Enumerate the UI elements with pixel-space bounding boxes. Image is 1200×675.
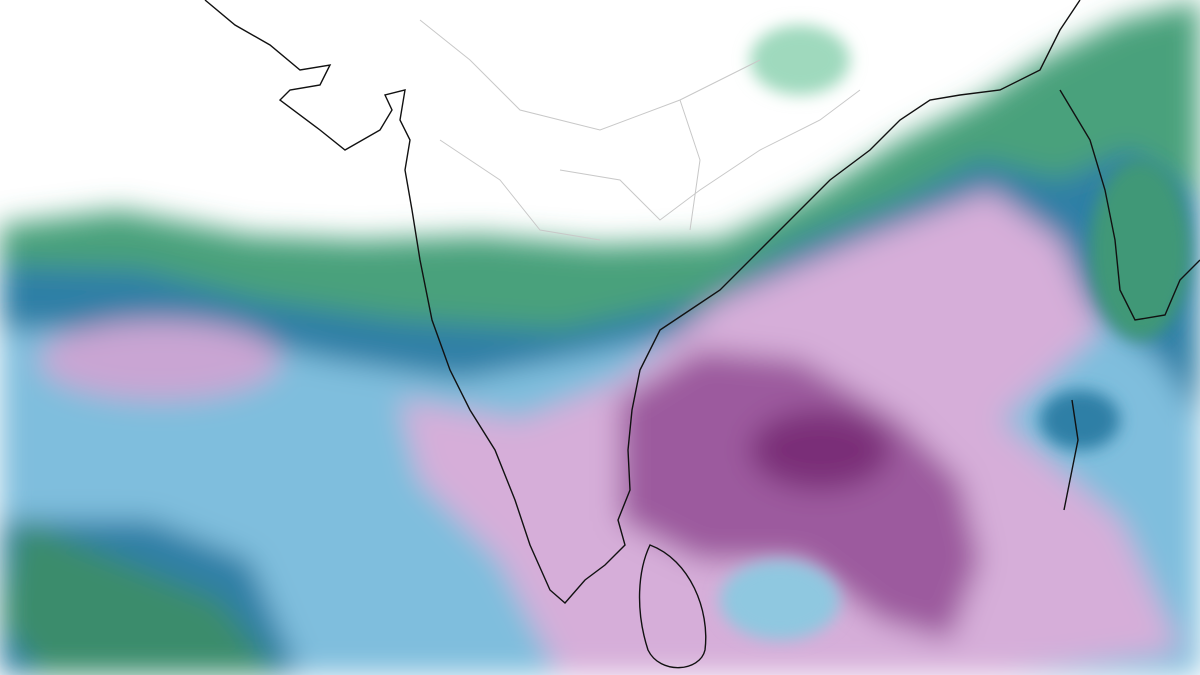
border [439,139,601,241]
andaman-islands [1063,399,1079,511]
border [419,19,761,131]
purple-core [620,350,980,640]
precipitation-detail [720,25,1190,640]
border [559,89,861,221]
border [679,99,701,231]
blue-patch-east [1040,390,1120,450]
coastlines [204,0,1200,669]
india-coastline [204,0,1081,604]
myanmar-coastline [1059,89,1200,321]
state-borders [419,19,861,241]
green-patch-east [1090,160,1190,340]
pink-patch-west [40,320,280,400]
sri-lanka [638,544,707,669]
green-patch-south [0,520,280,675]
light-blue-patch [720,560,840,640]
dark-purple-core [750,410,890,490]
light-green-patch [750,25,850,95]
